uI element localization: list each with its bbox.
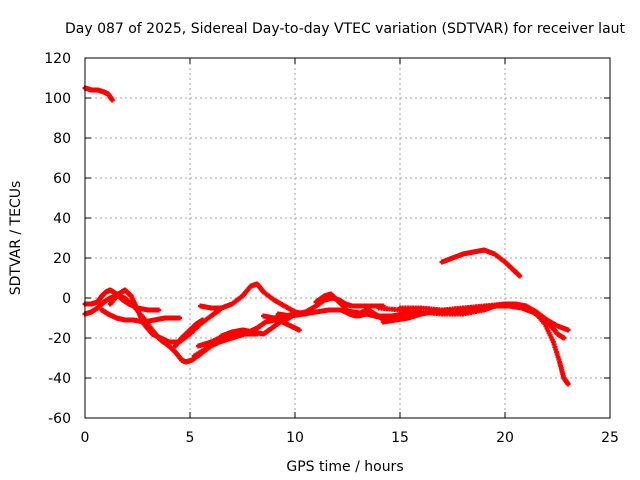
y-tick-label: 80 (53, 131, 71, 147)
y-tick-label: 120 (44, 51, 71, 67)
data-point (109, 97, 115, 103)
x-tick-label: 20 (496, 430, 514, 446)
series-arc-6 (172, 317, 206, 349)
chart-title: Day 087 of 2025, Sidereal Day-to-day VTE… (65, 21, 626, 37)
plot-border (84, 57, 611, 419)
data-point (296, 327, 302, 333)
series-arc-1 (82, 85, 115, 103)
series-arc-16 (397, 301, 571, 387)
y-tick-label: -40 (48, 371, 71, 387)
y-tick-label: 20 (53, 251, 71, 267)
axis-ticks: 0 5 10 15 20 25 -60 -40 -20 0 20 40 60 80 100 120 (44, 51, 619, 446)
x-tick-label: 15 (391, 430, 409, 446)
data-point (200, 317, 206, 323)
y-tick-label: 60 (53, 171, 71, 187)
y-tick-label: 100 (44, 91, 71, 107)
data-point (156, 307, 161, 313)
series-arc-4 (99, 307, 182, 325)
data-point (561, 335, 567, 341)
y-tick-label: 0 (62, 291, 71, 307)
x-axis-label: GPS time / hours (286, 459, 403, 475)
y-tick-label: -20 (48, 331, 71, 347)
data-points (82, 85, 571, 387)
x-tick-label: 10 (286, 430, 304, 446)
y-tick-label: -60 (48, 411, 71, 427)
x-tick-label: 25 (601, 430, 619, 446)
grid-lines (85, 58, 610, 418)
data-point (565, 381, 571, 387)
data-point (517, 273, 523, 279)
data-point (254, 331, 260, 337)
series-arc-9 (195, 317, 302, 349)
data-point (565, 327, 571, 333)
data-point (177, 315, 182, 321)
y-tick-label: 40 (53, 211, 71, 227)
y-axis-label: SDTVAR / TECUs (8, 181, 24, 296)
series-arc-13 (338, 307, 403, 321)
series-arc-8 (191, 331, 260, 359)
x-tick-label: 5 (186, 430, 195, 446)
x-tick-label: 0 (81, 430, 90, 446)
series-arc-17 (439, 247, 523, 279)
